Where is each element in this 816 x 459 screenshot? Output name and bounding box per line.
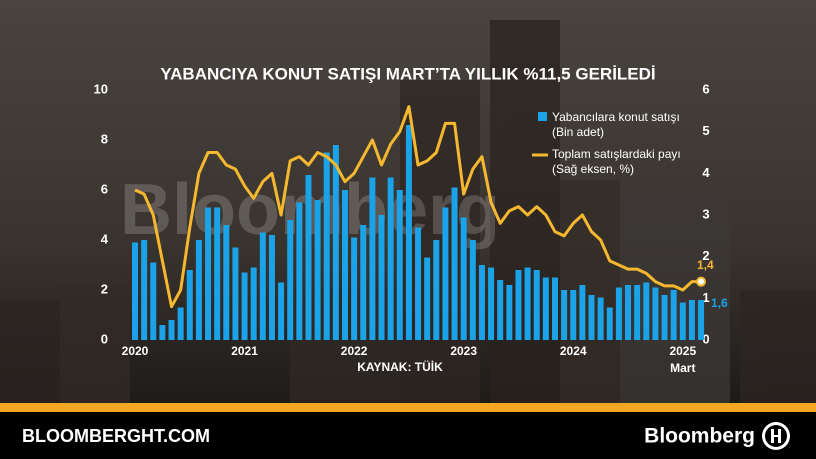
bar: [223, 225, 230, 340]
legend-label: Toplam satışlardaki payı (Sağ eksen, %): [552, 147, 681, 176]
bar: [205, 207, 212, 340]
bar: [488, 267, 495, 340]
bar: [415, 227, 422, 340]
bar: [132, 242, 138, 340]
bar: [497, 280, 504, 340]
bar: [597, 297, 604, 340]
bar: [515, 270, 522, 340]
x-tick-label: 2021: [231, 344, 258, 358]
bar: [433, 240, 440, 340]
bar: [195, 240, 202, 340]
bar: [351, 237, 358, 340]
bar: [424, 257, 431, 340]
x-tick-label: 2020: [122, 344, 149, 358]
bar: [259, 232, 266, 340]
bar: [652, 287, 659, 340]
bar: [305, 175, 312, 340]
bar: [570, 290, 577, 340]
brand-logo: Bloomberg: [644, 425, 755, 448]
bar: [542, 277, 549, 340]
bar: [341, 190, 348, 340]
bar: [506, 285, 513, 340]
bar: [378, 215, 385, 340]
y2-tick-label: 2: [702, 248, 709, 263]
x-tick-label: 2024: [560, 344, 587, 358]
bar: [387, 177, 394, 340]
y-tick-label: 2: [101, 281, 108, 296]
bar: [232, 247, 239, 340]
bar: [396, 190, 403, 340]
x-tick-label: 2025: [669, 344, 696, 358]
bar: [688, 300, 695, 340]
annotation: Mart: [670, 361, 695, 375]
bar: [141, 240, 148, 340]
bar: [177, 307, 184, 340]
bar: [314, 200, 321, 340]
y2-tick-label: 4: [702, 165, 710, 180]
bar: [679, 302, 686, 340]
bar: [186, 270, 193, 340]
footer: [0, 412, 816, 459]
y-tick-label: 6: [101, 181, 108, 196]
bar: [451, 187, 458, 340]
y-tick-label: 4: [101, 231, 109, 246]
bar: [405, 125, 412, 340]
line: [134, 105, 702, 309]
bar: [241, 272, 248, 340]
bar: [533, 270, 540, 340]
bar: [323, 152, 330, 340]
bar: [588, 295, 595, 340]
bar: [561, 290, 568, 340]
bar: [524, 267, 531, 340]
y-tick-label: 8: [101, 131, 108, 146]
y2-tick-label: 3: [702, 206, 709, 221]
y2-tick-label: 5: [702, 123, 709, 138]
bar: [625, 285, 632, 340]
y2-tick-label: 6: [702, 81, 709, 96]
bar: [168, 320, 175, 340]
bar: [643, 282, 650, 340]
bar: [579, 285, 586, 340]
bar: [278, 282, 285, 340]
bar: [150, 262, 157, 340]
bar: [296, 202, 303, 340]
site-url: BLOOMBERGHT.COM: [22, 426, 210, 446]
legend-swatch: [538, 112, 547, 121]
y-tick-label: 0: [101, 331, 108, 346]
footer-stripe: [0, 403, 816, 412]
data-label: 1,6: [711, 296, 728, 310]
bar: [698, 300, 705, 340]
bar: [250, 267, 257, 340]
x-tick-label: 2022: [341, 344, 368, 358]
data-label: 1,4: [697, 258, 714, 272]
bar: [360, 225, 367, 340]
bar: [469, 240, 476, 340]
legend-label: Yabancılara konut satışı (Bin adet): [552, 110, 680, 139]
bar: [661, 295, 668, 340]
bar: [634, 285, 641, 340]
bar: [369, 177, 376, 340]
brand-emblem: [762, 422, 790, 450]
end-point: [696, 276, 707, 287]
bar: [442, 207, 449, 340]
bar: [268, 235, 275, 340]
y-tick-label: 10: [94, 81, 108, 96]
bar: [460, 217, 467, 340]
bar: [670, 290, 677, 340]
bar: [478, 265, 485, 340]
bar: [615, 287, 622, 340]
source: KAYNAK: TÜİK: [357, 359, 443, 374]
x-tick-label: 2023: [450, 344, 477, 358]
bar: [551, 277, 558, 340]
bar: [214, 207, 221, 340]
bar: [332, 145, 339, 340]
bar: [159, 325, 166, 340]
bar: [287, 220, 294, 340]
y2-tick-label: 0: [702, 331, 709, 346]
y2-tick-label: 1: [702, 290, 709, 305]
chart-title: YABANCIYA KONUT SATIŞI MART’TA YILLIK %1…: [160, 64, 655, 83]
bar: [606, 307, 613, 340]
